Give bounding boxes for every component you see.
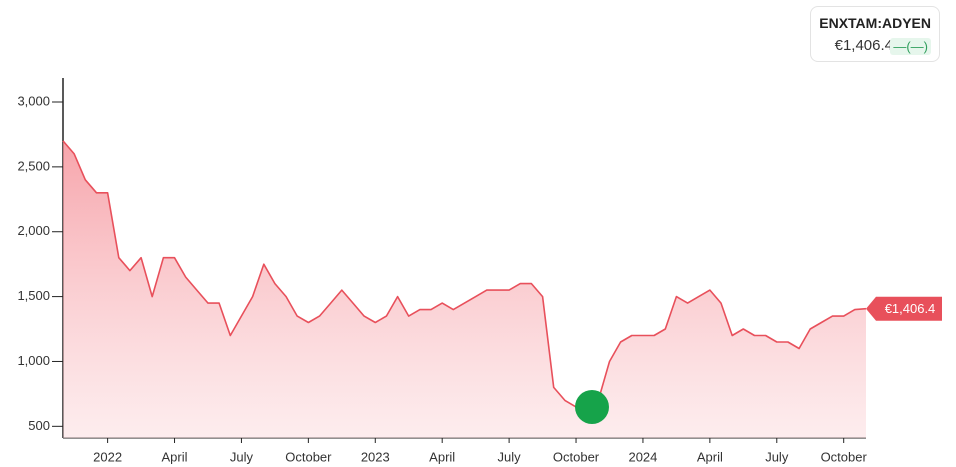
change: —(—) (890, 38, 931, 55)
y-tick-label: 3,000 (17, 93, 50, 108)
price-badge (866, 296, 942, 321)
quote-box[interactable]: ENXTAM:ADYEN €1,406.4 —(—) (810, 6, 940, 62)
x-tick-label: 2024 (628, 449, 657, 464)
x-tick-label: July (230, 449, 254, 464)
event-marker[interactable] (575, 390, 609, 424)
x-tick-label: October (821, 449, 868, 464)
area (63, 140, 866, 438)
x-tick-label: April (162, 449, 188, 464)
y-tick-label: 1,000 (17, 353, 50, 368)
x-tick-label: October (553, 449, 600, 464)
x-tick-label: 2022 (93, 449, 122, 464)
y-tick-label: 2,000 (17, 223, 50, 238)
line (62, 140, 867, 408)
x-tick-label: July (498, 449, 522, 464)
price: €1,406.4 (834, 37, 893, 54)
x-tick-label: April (697, 449, 723, 464)
symbol: ENXTAM:ADYEN (819, 15, 931, 31)
x-tick-label: July (765, 449, 789, 464)
x-tick-label: April (429, 449, 455, 464)
y-tick-label: 2,500 (17, 158, 50, 173)
x-tick-label: 2023 (361, 449, 390, 464)
x-tick-label: October (285, 449, 332, 464)
y-tick-label: 500 (28, 418, 50, 433)
price-badge-label: €1,406.4 (885, 301, 936, 316)
y-tick-label: 1,500 (17, 288, 50, 303)
